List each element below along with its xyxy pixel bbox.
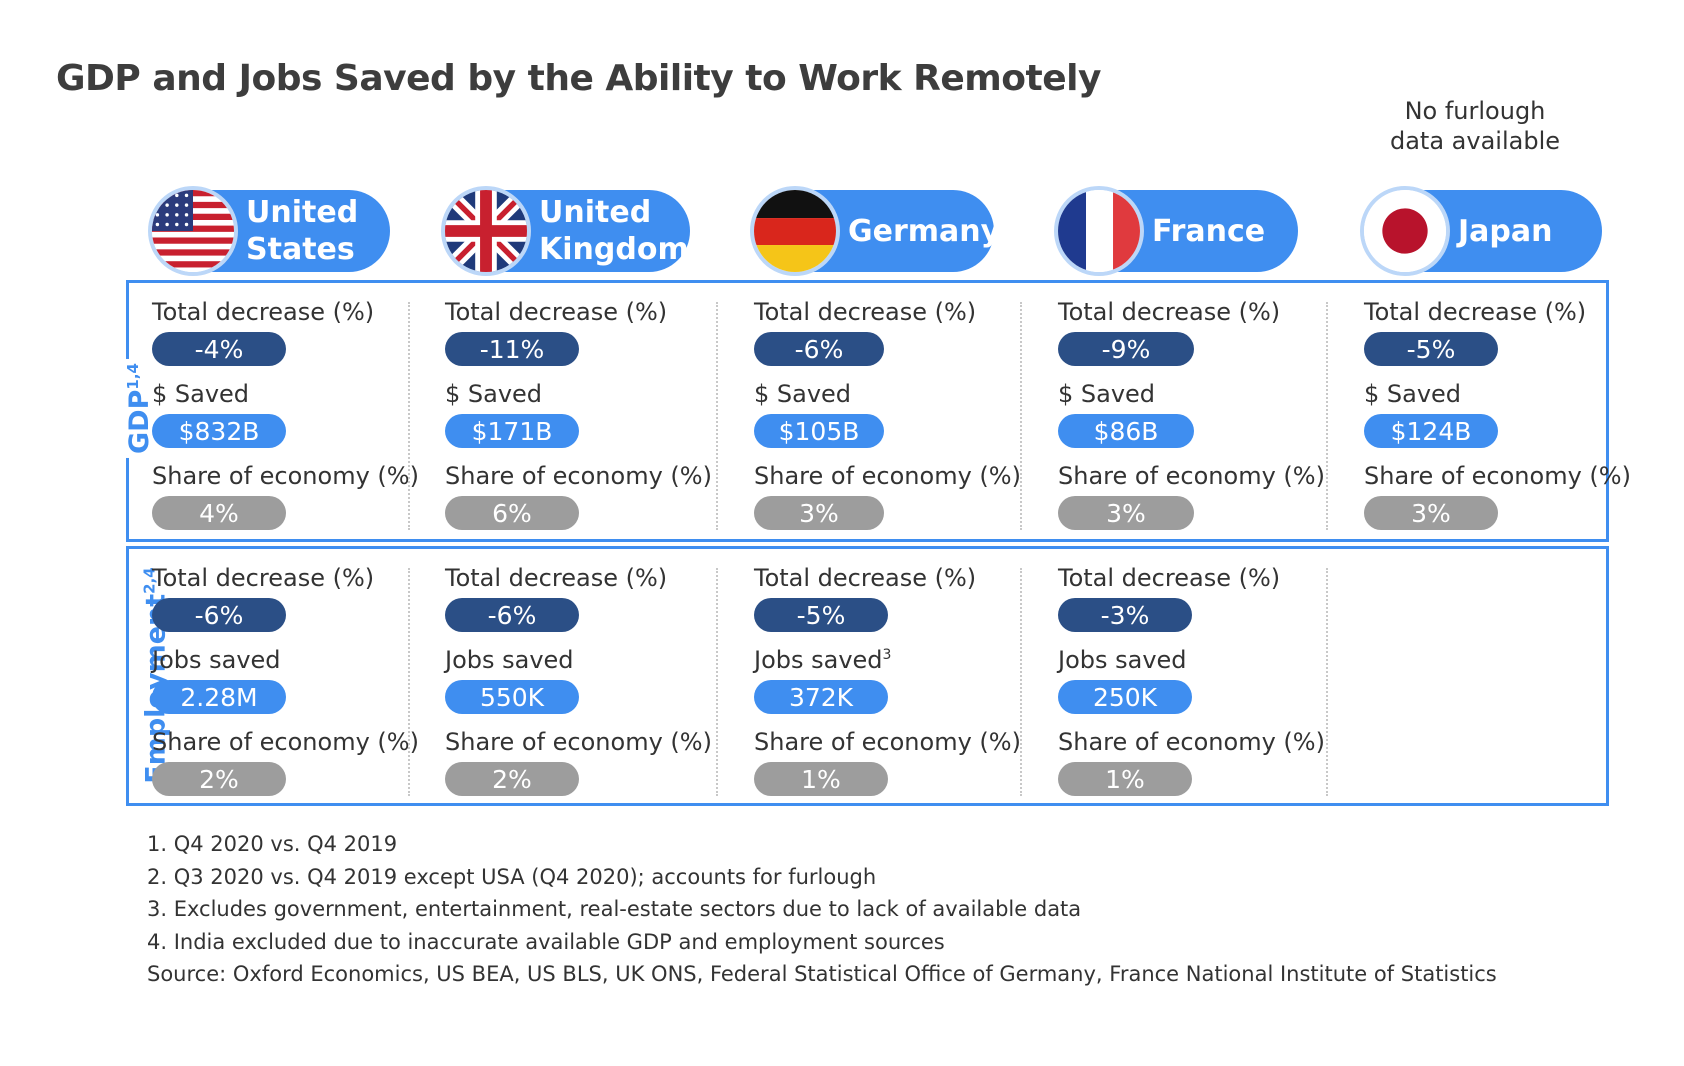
footnote: 1. Q4 2020 vs. Q4 2019 <box>147 832 398 856</box>
total-decrease-label: Total decrease (%) <box>152 564 375 592</box>
total-decrease-label: Total decrease (%) <box>1058 298 1281 326</box>
share-of-economy-value: 4% <box>152 496 286 530</box>
total-decrease-value: -6% <box>754 332 884 366</box>
share-of-economy-label: Share of economy (%) <box>1058 462 1325 490</box>
page-title: GDP and Jobs Saved by the Ability to Wor… <box>56 58 1101 99</box>
country-header: France <box>1054 186 1298 276</box>
column-divider <box>716 568 718 796</box>
share-of-economy-label: Share of economy (%) <box>1058 728 1325 756</box>
footnote: 2. Q3 2020 vs. Q4 2019 except USA (Q4 20… <box>147 864 877 889</box>
column-divider <box>1020 302 1022 530</box>
country-name: United Kingdom <box>539 195 689 267</box>
share-of-economy-label: Share of economy (%) <box>754 462 1021 490</box>
source-note: Source: Oxford Economics, US BEA, US BLS… <box>147 962 1497 986</box>
share-of-economy-value: 3% <box>1058 496 1194 530</box>
dollars-saved-value: $124B <box>1364 414 1498 448</box>
total-decrease-value: -6% <box>445 598 579 632</box>
dollars-saved-value: $171B <box>445 414 579 448</box>
share-of-economy-value: 2% <box>445 762 579 796</box>
no-data-note: No furlough data available <box>1389 97 1560 155</box>
share-of-economy-value: 1% <box>1058 762 1192 796</box>
dollars-saved-value: $832B <box>152 414 286 448</box>
dollars-saved-value: $105B <box>754 414 884 448</box>
total-decrease-label: Total decrease (%) <box>445 298 668 326</box>
jobs-saved-label: Jobs saved <box>152 646 281 674</box>
share-of-economy-label: Share of economy (%) <box>152 462 419 490</box>
jobs-saved-value: 372K <box>754 680 888 714</box>
share-of-economy-label: Share of economy (%) <box>445 462 712 490</box>
share-of-economy-value: 6% <box>445 496 579 530</box>
column-divider <box>1326 568 1328 796</box>
total-decrease-value: -4% <box>152 332 286 366</box>
country-header: Germany <box>750 186 1001 276</box>
country-name: France <box>1152 213 1266 249</box>
dollars-saved-label: $ Saved <box>152 380 250 408</box>
total-decrease-value: -11% <box>445 332 579 366</box>
france-flag-icon <box>1054 186 1144 276</box>
jobs-saved-label: Jobs saved <box>445 646 574 674</box>
column-divider <box>716 302 718 530</box>
dollars-saved-value: $86B <box>1058 414 1194 448</box>
us-flag-icon <box>148 186 238 276</box>
column-divider <box>408 302 410 530</box>
country-header: United States <box>148 186 390 276</box>
share-of-economy-value: 2% <box>152 762 286 796</box>
country-header: Japan <box>1360 186 1602 276</box>
total-decrease-label: Total decrease (%) <box>754 298 977 326</box>
country-name: Japan <box>1458 213 1553 249</box>
jobs-saved-value: 250K <box>1058 680 1192 714</box>
footnote: 4. India excluded due to inaccurate avai… <box>147 929 945 954</box>
uk-flag-icon <box>441 186 531 276</box>
footnotes: 1. Q4 2020 vs. Q4 2019 2. Q3 2020 vs. Q4… <box>147 828 1497 991</box>
germany-flag-icon <box>750 186 840 276</box>
jobs-saved-value: 550K <box>445 680 579 714</box>
column-divider <box>408 568 410 796</box>
total-decrease-label: Total decrease (%) <box>152 298 375 326</box>
total-decrease-label: Total decrease (%) <box>1364 298 1587 326</box>
country-header: United Kingdom <box>441 186 690 276</box>
share-of-economy-label: Share of economy (%) <box>1364 462 1631 490</box>
share-of-economy-label: Share of economy (%) <box>152 728 419 756</box>
dollars-saved-label: $ Saved <box>754 380 852 408</box>
column-divider <box>1326 302 1328 530</box>
share-of-economy-value: 3% <box>754 496 884 530</box>
total-decrease-label: Total decrease (%) <box>445 564 668 592</box>
jobs-saved-value: 2.28M <box>152 680 286 714</box>
share-of-economy-label: Share of economy (%) <box>754 728 1021 756</box>
country-name: United States <box>246 195 359 267</box>
share-of-economy-value: 3% <box>1364 496 1498 530</box>
total-decrease-value: -9% <box>1058 332 1194 366</box>
jobs-saved-label: Jobs saved3 <box>754 646 892 674</box>
dollars-saved-label: $ Saved <box>1058 380 1156 408</box>
total-decrease-label: Total decrease (%) <box>754 564 977 592</box>
japan-flag-icon <box>1360 186 1450 276</box>
share-of-economy-value: 1% <box>754 762 888 796</box>
dollars-saved-label: $ Saved <box>1364 380 1462 408</box>
total-decrease-value: -6% <box>152 598 286 632</box>
column-divider <box>1020 568 1022 796</box>
total-decrease-value: -5% <box>754 598 888 632</box>
total-decrease-value: -3% <box>1058 598 1192 632</box>
footnote: 3. Excludes government, entertainment, r… <box>147 897 1082 921</box>
dollars-saved-label: $ Saved <box>445 380 543 408</box>
total-decrease-value: -5% <box>1364 332 1498 366</box>
total-decrease-label: Total decrease (%) <box>1058 564 1281 592</box>
gdp-section-label: GDP1,4 <box>123 359 155 458</box>
share-of-economy-label: Share of economy (%) <box>445 728 712 756</box>
jobs-saved-label: Jobs saved <box>1058 646 1187 674</box>
country-name: Germany <box>848 213 1001 249</box>
